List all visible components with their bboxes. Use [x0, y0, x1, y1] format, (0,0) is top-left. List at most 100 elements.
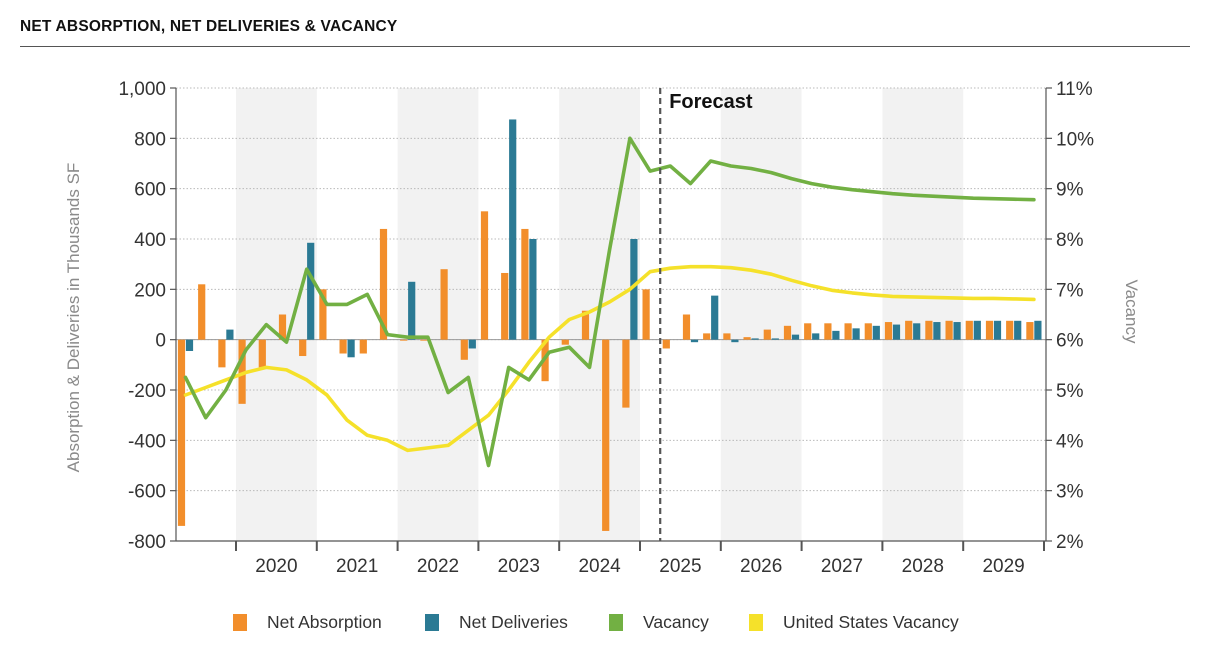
left-tick-label: -400	[128, 431, 166, 452]
x-tick-label-2027: 2027	[821, 556, 863, 577]
bar-net-deliveries	[307, 242, 315, 340]
vacancy-lines	[183, 136, 1036, 468]
bar-net-deliveries	[892, 324, 901, 340]
x-tick-label-2024: 2024	[578, 556, 621, 577]
bar-net-deliveries	[872, 325, 880, 340]
bar-net-deliveries	[347, 339, 355, 358]
x-tick-label-2023: 2023	[498, 556, 540, 577]
bar-net-absorption	[218, 339, 226, 368]
x-tick-label-2025: 2025	[659, 556, 701, 577]
bar-net-absorption	[743, 337, 751, 340]
bar-net-absorption	[864, 323, 872, 340]
right-tick-label: 4%	[1056, 431, 1084, 452]
chart-section-title: NET ABSORPTION, NET DELIVERIES & VACANCY	[20, 18, 398, 35]
bar-net-absorption	[622, 339, 630, 408]
bar-net-deliveries	[1034, 320, 1042, 340]
x-tick-label-2021: 2021	[336, 556, 378, 577]
bar-net-deliveries	[408, 281, 416, 340]
left-tick-label: -200	[128, 381, 166, 402]
bar-net-absorption	[177, 339, 186, 526]
tick-labels: -800 -600 -400 -200 0 200 400 600 800 1,000 2% 3% 4%…	[64, 79, 1141, 577]
bar-net-absorption	[299, 339, 307, 357]
bar-net-deliveries	[852, 328, 860, 340]
bar-net-absorption	[339, 339, 347, 354]
bar-net-deliveries	[185, 339, 194, 351]
bar-net-absorption	[561, 339, 569, 345]
bar-net-deliveries	[771, 338, 779, 340]
bar-net-absorption	[905, 320, 913, 340]
line-vacancy	[183, 136, 1036, 468]
bar-net-absorption	[965, 320, 973, 340]
bar-net-absorption	[985, 320, 994, 340]
right-tick-label: 5%	[1056, 381, 1084, 402]
bar-net-absorption	[258, 339, 266, 368]
bar-net-absorption	[501, 272, 509, 340]
x-tick-label-2029: 2029	[982, 556, 1024, 577]
left-tick-label: -800	[128, 532, 166, 553]
left-tick-label: 600	[134, 180, 166, 201]
legend-swatch-vacancy	[609, 614, 623, 631]
right-tick-label: 8%	[1056, 230, 1084, 251]
bar-net-deliveries	[711, 295, 719, 340]
legend-swatch-united-states-vacancy	[749, 614, 763, 631]
legend-item-net-absorption: Net Absorption	[233, 612, 382, 633]
bar-net-absorption	[925, 320, 933, 340]
bar-net-deliveries	[509, 119, 517, 340]
x-tick-label-2022: 2022	[417, 556, 459, 577]
bar-net-absorption	[440, 269, 448, 340]
bar-net-absorption	[662, 339, 670, 349]
forecast-annotation: Forecast	[659, 88, 753, 541]
legend-item-united-states-vacancy: United States Vacancy	[749, 612, 959, 633]
bar-net-absorption	[682, 314, 691, 340]
bar-net-deliveries	[953, 322, 961, 340]
legend-label-vacancy: Vacancy	[643, 612, 709, 632]
year-band-2020	[236, 88, 317, 541]
bar-net-deliveries	[791, 334, 800, 340]
year-band-2028	[882, 88, 964, 541]
year-band-2026	[720, 88, 802, 541]
bar-net-absorption	[642, 289, 650, 340]
bar-net-absorption	[824, 323, 832, 340]
legend-swatch-net-absorption	[233, 614, 247, 631]
legend: Net Absorption Net Deliveries Vacancy Unite…	[0, 612, 1216, 640]
x-tick-label-2028: 2028	[902, 556, 944, 577]
bar-net-deliveries	[993, 320, 1002, 340]
bar-net-deliveries	[226, 329, 234, 340]
bar-net-deliveries	[529, 239, 537, 340]
bar-net-deliveries	[812, 333, 820, 340]
left-tick-label: 0	[155, 331, 166, 352]
bar-net-absorption	[804, 323, 812, 340]
x-tick-label-2020: 2020	[255, 556, 297, 577]
legend-item-net-deliveries: Net Deliveries	[425, 612, 568, 633]
bar-net-deliveries	[933, 322, 941, 340]
bar-net-absorption	[581, 310, 590, 340]
bar-net-deliveries	[973, 320, 981, 340]
bar-net-absorption	[783, 325, 792, 340]
left-tick-label: 200	[134, 280, 166, 301]
bar-net-deliveries	[731, 339, 739, 343]
legend-label-united-states-vacancy: United States Vacancy	[783, 612, 959, 632]
bar-net-deliveries	[1014, 320, 1022, 340]
bar-net-deliveries	[468, 339, 476, 349]
axes	[170, 87, 1052, 551]
bar-net-absorption	[703, 333, 711, 340]
y2-axis-label: Vacancy	[1122, 280, 1141, 344]
left-tick-label: 1,000	[118, 79, 166, 100]
bar-net-absorption	[379, 228, 388, 340]
bar-net-absorption	[1006, 320, 1014, 340]
bar-net-absorption	[1026, 322, 1034, 340]
right-tick-label: 3%	[1056, 482, 1084, 503]
legend-item-vacancy: Vacancy	[609, 612, 709, 633]
bar-net-absorption	[198, 284, 206, 340]
bar-net-absorption	[400, 339, 408, 341]
bar-net-deliveries	[630, 239, 638, 340]
left-tick-label: 400	[134, 230, 166, 251]
y-axis-label: Absorption & Deliveries in Thousands SF	[64, 163, 83, 473]
bar-net-absorption	[420, 339, 428, 341]
bar-net-deliveries	[832, 330, 840, 340]
bar-net-deliveries	[690, 339, 699, 343]
bar-net-absorption	[763, 329, 771, 340]
bar-net-deliveries	[913, 323, 921, 340]
bar-net-absorption	[884, 322, 893, 340]
